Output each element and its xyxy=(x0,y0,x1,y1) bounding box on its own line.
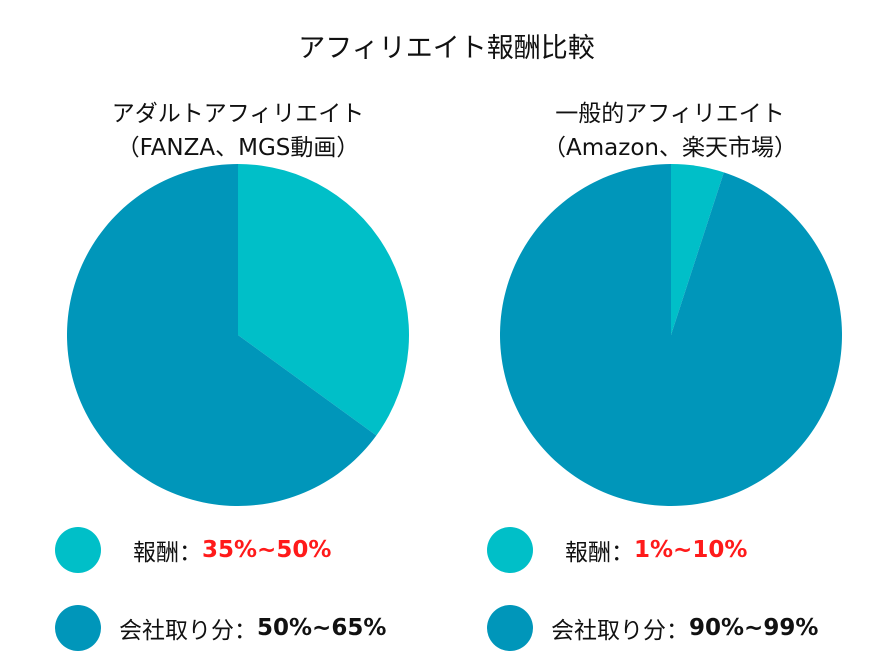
legend-company-value: 50%~65% xyxy=(257,615,387,641)
legend-reward-value: 35%~50% xyxy=(202,537,332,563)
left-pie-chart xyxy=(67,164,409,506)
left-chart-subtitle: アダルトアフィリエイト （FANZA、MGS動画） xyxy=(68,97,408,165)
right-legend-company: 会社取り分： 90%~99% xyxy=(487,603,818,653)
chart-title: アフィリエイト報酬比較 xyxy=(298,33,595,64)
legend-reward-value: 1%~10% xyxy=(634,537,748,563)
left-chart-title-line2: （FANZA、MGS動画） xyxy=(116,135,360,161)
right-legend-reward: 報酬： 1%~10% xyxy=(487,525,747,575)
pie-slice-reward xyxy=(671,164,724,335)
pie-slice-company xyxy=(500,164,842,506)
pie-slice-company xyxy=(67,164,377,506)
legend-reward-label: 報酬： xyxy=(565,540,634,566)
right-chart-subtitle: 一般的アフィリエイト （Amazon、楽天市場） xyxy=(500,97,840,165)
legend-company-value: 90%~99% xyxy=(689,615,819,641)
legend-company-label: 会社取り分： xyxy=(551,618,689,644)
right-chart-title-line1: 一般的アフィリエイト xyxy=(555,101,785,127)
pie-slice-reward xyxy=(238,164,409,436)
left-legend-reward: 報酬： 35%~50% xyxy=(55,525,331,575)
reward-color-swatch xyxy=(55,527,101,573)
right-chart-title-line2: （Amazon、楽天市場） xyxy=(543,135,797,161)
right-pie-chart xyxy=(500,164,842,506)
left-legend-company: 会社取り分： 50%~65% xyxy=(55,603,386,653)
legend-company-label: 会社取り分： xyxy=(119,618,257,644)
company-color-swatch xyxy=(487,605,533,651)
reward-color-swatch xyxy=(487,527,533,573)
company-color-swatch xyxy=(55,605,101,651)
left-chart-title-line1: アダルトアフィリエイト xyxy=(111,101,365,127)
legend-reward-label: 報酬： xyxy=(133,540,202,566)
